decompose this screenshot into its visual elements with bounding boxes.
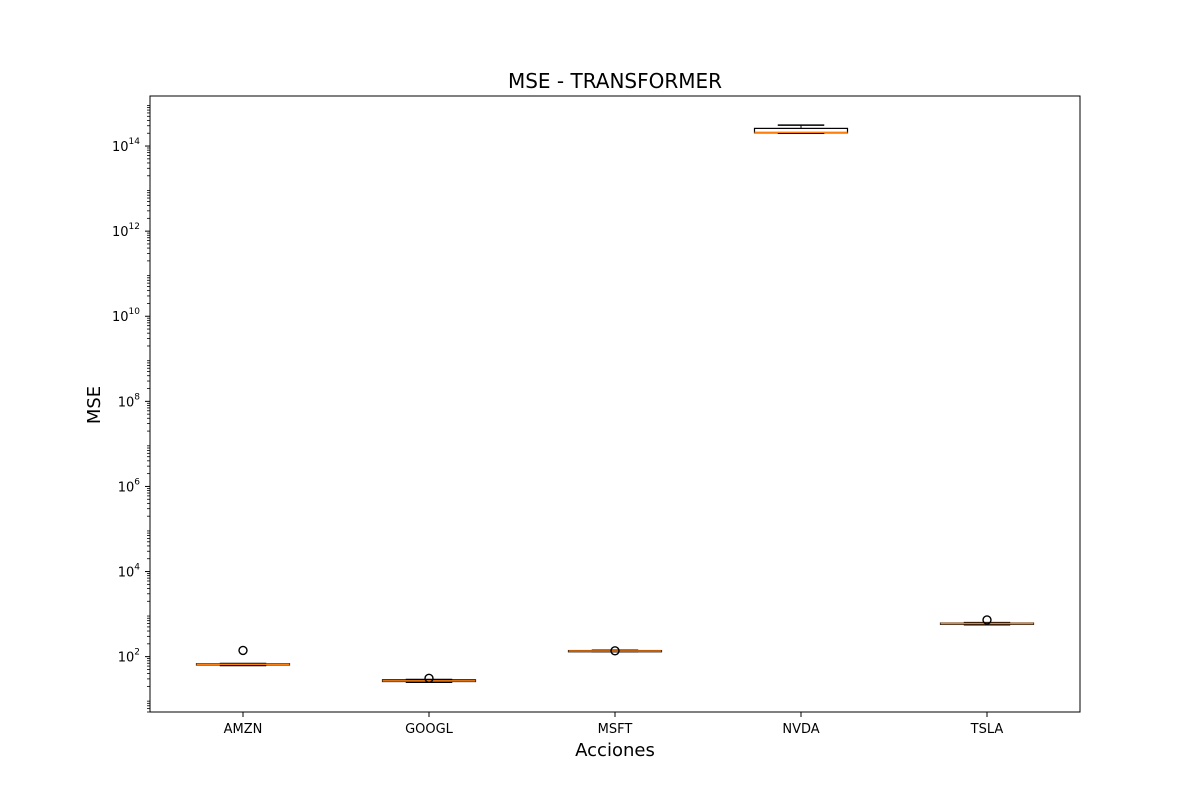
x-tick-label: NVDA	[782, 722, 819, 737]
x-axis-label: Acciones	[575, 740, 655, 761]
box-tsla	[939, 615, 1035, 626]
y-axis: 102 104 106 108 1010 1012 1014	[112, 105, 150, 713]
y-tick-label: 108	[118, 392, 141, 410]
y-tick-label: 102	[118, 648, 140, 666]
y-tick-label: 104	[118, 563, 141, 581]
y-tick-label: 1010	[112, 307, 140, 325]
x-tick-label: AMZN	[224, 722, 263, 737]
box-nvda	[753, 124, 849, 134]
outlier-point	[424, 673, 434, 683]
box-googl	[381, 673, 477, 684]
y-axis-label: MSE	[84, 386, 105, 424]
plot-frame	[149, 95, 1081, 713]
box-msft	[567, 646, 663, 656]
outlier-point	[982, 615, 992, 625]
outlier-point	[610, 646, 620, 656]
y-tick-label: 106	[118, 477, 141, 495]
x-axis: AMZN GOOGL MSFT NVDA TSLA	[224, 712, 1004, 737]
x-tick-label: GOOGL	[405, 722, 454, 737]
chart-title: MSE - TRANSFORMER	[508, 69, 722, 93]
boxes-layer	[195, 124, 1035, 684]
y-tick-label: 1012	[112, 222, 140, 240]
box-amzn	[195, 645, 291, 667]
y-tick-label: 1014	[112, 137, 140, 155]
x-tick-label: MSFT	[598, 722, 633, 737]
outlier-point	[238, 645, 248, 656]
x-tick-label: TSLA	[970, 722, 1004, 737]
